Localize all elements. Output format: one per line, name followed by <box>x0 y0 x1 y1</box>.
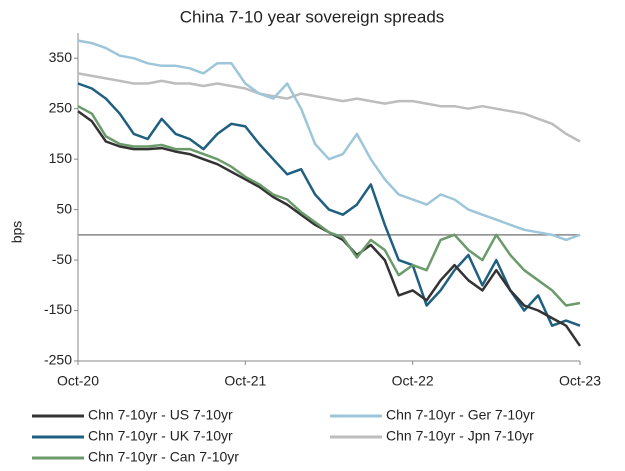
legend-label: Chn 7-10yr - US 7-10yr <box>88 407 233 423</box>
legend-label: Chn 7-10yr - UK 7-10yr <box>88 428 233 444</box>
x-tick-label: Oct-20 <box>57 373 99 389</box>
y-tick-label: -50 <box>52 251 72 267</box>
series-line <box>77 82 581 327</box>
y-tick-label: 250 <box>49 99 73 115</box>
y-tick-label: 350 <box>49 49 73 65</box>
series-line <box>77 72 581 143</box>
y-axis-label: bps <box>9 221 25 244</box>
series-line <box>77 105 581 307</box>
y-tick-label: 50 <box>56 200 72 216</box>
y-tick-label: 150 <box>49 150 73 166</box>
legend-label: Chn 7-10yr - Jpn 7-10yr <box>386 428 534 444</box>
x-tick-label: Oct-21 <box>224 373 266 389</box>
y-tick-label: -250 <box>44 352 72 368</box>
y-tick-label: -150 <box>44 301 72 317</box>
series-line <box>77 39 581 242</box>
legend-label: Chn 7-10yr - Can 7-10yr <box>88 449 239 465</box>
x-tick-label: Oct-22 <box>392 373 434 389</box>
x-tick-label: Oct-23 <box>559 373 601 389</box>
chart-title: China 7-10 year sovereign spreads <box>180 7 445 26</box>
legend-label: Chn 7-10yr - Ger 7-10yr <box>386 407 535 423</box>
